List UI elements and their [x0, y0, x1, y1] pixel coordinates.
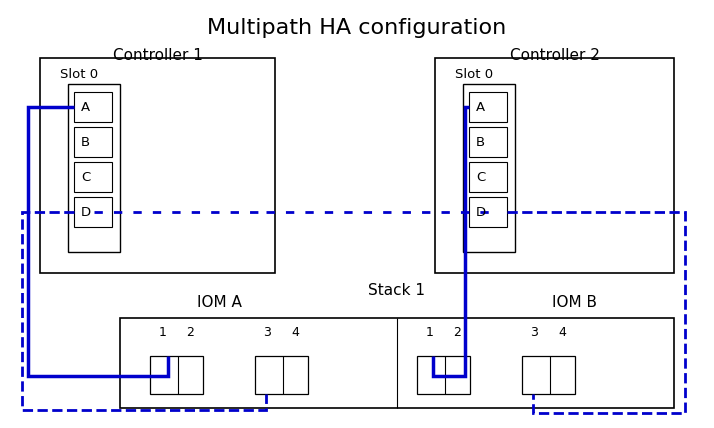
Text: IOM B: IOM B [552, 295, 597, 310]
Text: 1: 1 [426, 326, 433, 339]
Text: C: C [476, 170, 486, 184]
Bar [469, 162, 507, 192]
Text: Controller 1: Controller 1 [113, 48, 203, 63]
Text: A: A [81, 101, 90, 113]
Text: Slot 0: Slot 0 [60, 68, 98, 81]
Bar [435, 58, 674, 273]
Bar [74, 162, 112, 192]
Text: 3: 3 [263, 326, 271, 339]
Text: C: C [81, 170, 90, 184]
Text: 3: 3 [531, 326, 538, 339]
Bar [74, 197, 112, 227]
Bar [469, 127, 507, 157]
Text: 2: 2 [186, 326, 194, 339]
Text: 2: 2 [453, 326, 461, 339]
Text: A: A [476, 101, 485, 113]
Bar [40, 58, 275, 273]
Bar [120, 318, 674, 408]
Bar [417, 356, 470, 394]
Bar [68, 84, 120, 252]
Bar [469, 92, 507, 122]
Bar [150, 356, 203, 394]
Text: 4: 4 [291, 326, 299, 339]
Text: Controller 2: Controller 2 [510, 48, 600, 63]
Text: B: B [476, 136, 485, 149]
Bar [522, 356, 575, 394]
Bar [255, 356, 308, 394]
Text: D: D [476, 205, 486, 219]
Text: Multipath HA configuration: Multipath HA configuration [207, 18, 507, 38]
Bar [74, 127, 112, 157]
Text: IOM A: IOM A [197, 295, 242, 310]
Text: Slot 0: Slot 0 [455, 68, 493, 81]
Text: B: B [81, 136, 90, 149]
Bar [74, 92, 112, 122]
Text: D: D [81, 205, 91, 219]
Text: Stack 1: Stack 1 [368, 283, 426, 298]
Bar [469, 197, 507, 227]
Text: 1: 1 [159, 326, 166, 339]
Bar [463, 84, 515, 252]
Text: 4: 4 [558, 326, 566, 339]
